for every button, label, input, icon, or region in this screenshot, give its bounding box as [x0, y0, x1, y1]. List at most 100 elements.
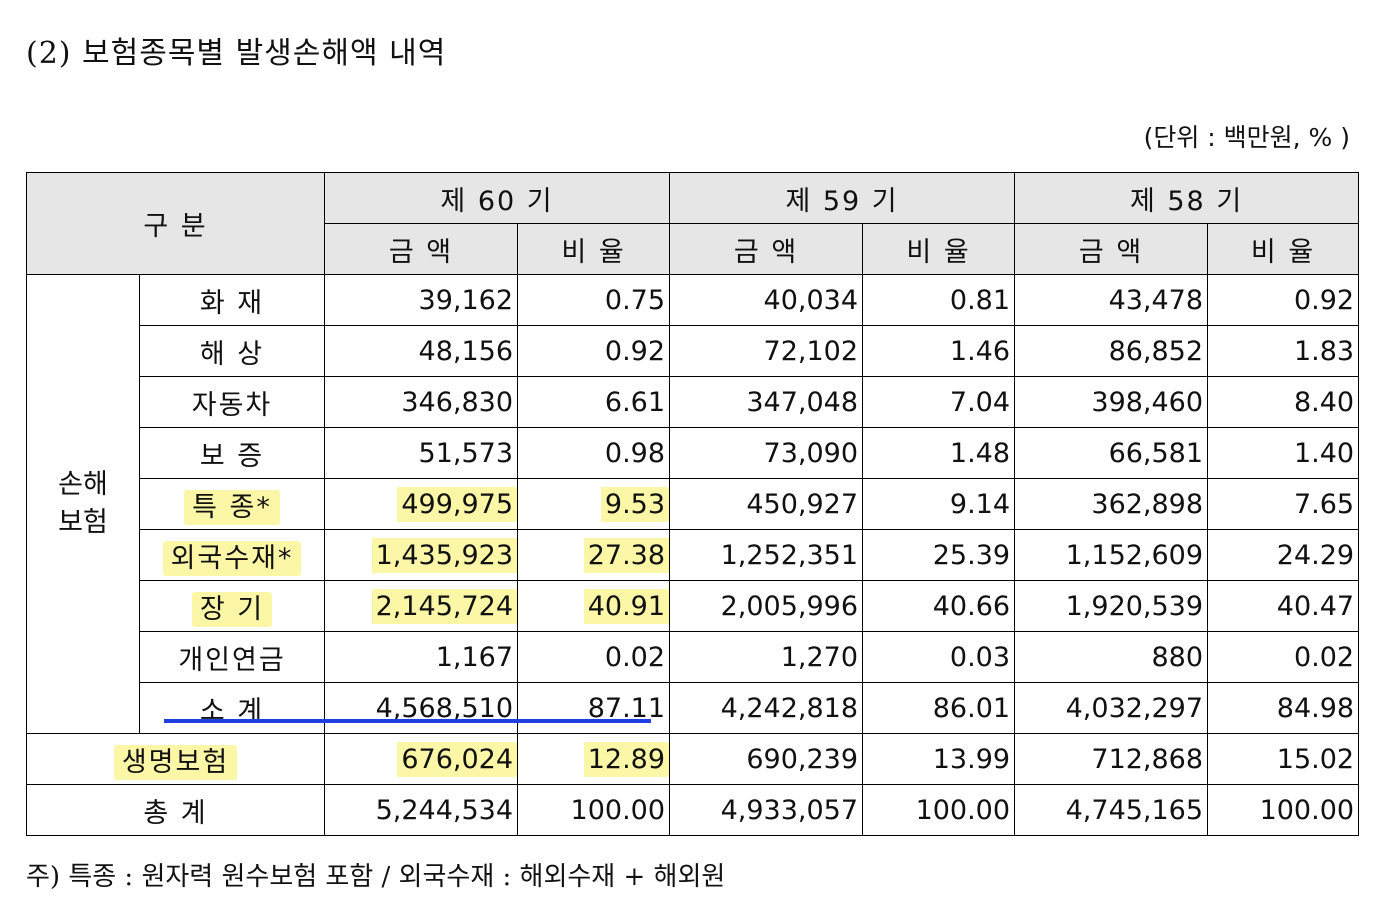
table-row: 소 계 4,568,510 87.11 4,242,818 86.01 4,032,297…	[27, 682, 1360, 734]
header-ratio: 비 율	[1207, 223, 1360, 275]
amount-cell: 5,244,534	[324, 784, 519, 836]
amount-cell: 1,270	[669, 631, 864, 683]
ratio-cell: 40.66	[862, 580, 1016, 632]
amount-cell: 712,868	[1014, 733, 1209, 785]
amount-cell: 1,252,351	[669, 529, 864, 581]
ratio-cell: 0.02	[1207, 631, 1360, 683]
ratio-cell: 0.92	[517, 325, 671, 377]
underline-mark	[164, 719, 651, 723]
ratio-cell-text: 12.89	[583, 741, 670, 777]
ratio-cell-text: 9.53	[600, 486, 670, 522]
ratio-cell: 1.83	[1207, 325, 1360, 377]
ratio-cell: 9.14	[862, 478, 1016, 530]
ratio-cell: 15.02	[1207, 733, 1360, 785]
total-row-label: 총 계	[25, 784, 326, 836]
amount-cell: 880	[1014, 631, 1209, 683]
amount-cell: 499,975	[324, 478, 519, 530]
ratio-cell: 0.75	[517, 274, 671, 326]
amount-cell: 4,032,297	[1014, 682, 1209, 734]
amount-cell: 346,830	[324, 376, 519, 428]
amount-cell: 48,156	[324, 325, 519, 377]
amount-cell: 450,927	[669, 478, 864, 530]
row-label-text: 외국수재*	[162, 540, 302, 576]
header-amount: 금 액	[669, 223, 864, 275]
header-period-58: 제 58 기	[1014, 172, 1360, 224]
loss-table: 구 분 제 60 기 제 59 기 제 58 기 금 액 비 율 금 액 비 율…	[25, 172, 1360, 836]
life-insurance-row: 생명보험 676,024 12.89 690,239 13.99 712,868 15.02	[25, 733, 1360, 785]
table-row: 장 기 2,145,724 40.91 2,005,996 40.66 1,920,539…	[27, 580, 1360, 632]
amount-cell: 72,102	[669, 325, 864, 377]
header-amount: 금 액	[324, 223, 519, 275]
table-row: 보 증 51,573 0.98 73,090 1.48 66,581 1.40	[27, 427, 1360, 479]
amount-cell-text: 676,024	[397, 741, 518, 777]
unit-label: (단위 : 백만원, % )	[1143, 123, 1350, 152]
row-label: 자동차	[138, 376, 326, 428]
ratio-cell: 100.00	[1207, 784, 1360, 836]
row-label: 외국수재*	[138, 529, 326, 581]
ratio-cell-text: 27.38	[583, 537, 670, 573]
table-row: 외국수재* 1,435,923 27.38 1,252,351 25.39 1,152,6…	[27, 529, 1360, 581]
row-label: 화 재	[138, 274, 326, 326]
ratio-cell: 7.65	[1207, 478, 1360, 530]
header-ratio: 비 율	[862, 223, 1016, 275]
ratio-cell: 40.47	[1207, 580, 1360, 632]
section-title: (2) 보험종목별 발생손해액 내역	[26, 36, 447, 71]
amount-cell: 4,933,057	[669, 784, 864, 836]
header-category: 구 분	[25, 172, 326, 275]
ratio-cell: 8.40	[1207, 376, 1360, 428]
amount-cell-text: 1,435,923	[371, 537, 518, 573]
ratio-cell: 27.38	[517, 529, 671, 581]
amount-cell: 398,460	[1014, 376, 1209, 428]
amount-cell: 1,920,539	[1014, 580, 1209, 632]
footnote: 주) 특종 : 원자력 원수보험 포함 / 외국수재 : 해외수재 + 해외원	[26, 862, 726, 892]
amount-cell: 2,005,996	[669, 580, 864, 632]
ratio-cell: 40.91	[517, 580, 671, 632]
amount-cell: 43,478	[1014, 274, 1209, 326]
amount-cell: 4,242,818	[669, 682, 864, 734]
amount-cell: 1,152,609	[1014, 529, 1209, 581]
amount-cell-text: 2,145,724	[371, 588, 518, 624]
ratio-cell: 0.98	[517, 427, 671, 479]
ratio-cell: 0.03	[862, 631, 1016, 683]
table-row: 해 상 48,156 0.92 72,102 1.46 86,852 1.83	[27, 325, 1360, 377]
ratio-cell: 0.81	[862, 274, 1016, 326]
ratio-cell: 9.53	[517, 478, 671, 530]
ratio-cell: 7.04	[862, 376, 1016, 428]
ratio-cell: 12.89	[517, 733, 671, 785]
amount-cell: 347,048	[669, 376, 864, 428]
amount-cell: 66,581	[1014, 427, 1209, 479]
row-label: 소 계	[138, 682, 326, 734]
ratio-cell: 84.98	[1207, 682, 1360, 734]
amount-cell: 362,898	[1014, 478, 1209, 530]
row-label: 해 상	[138, 325, 326, 377]
header-ratio: 비 율	[517, 223, 671, 275]
table-row: 손해 보험 화 재 39,162 0.75 40,034 0.81 43,478 0.92	[26, 274, 1360, 734]
ratio-cell: 1.46	[862, 325, 1016, 377]
table-row: 특 종* 499,975 9.53 450,927 9.14 362,898 7.65	[27, 478, 1360, 530]
ratio-cell: 1.48	[862, 427, 1016, 479]
row-label-text: 장 기	[191, 591, 273, 627]
amount-cell: 73,090	[669, 427, 864, 479]
ratio-cell: 6.61	[517, 376, 671, 428]
table-row: 개인연금 1,167 0.02 1,270 0.03 880 0.02	[27, 631, 1360, 683]
ratio-cell-text: 40.91	[583, 588, 670, 624]
amount-cell: 51,573	[324, 427, 519, 479]
amount-cell-text: 499,975	[397, 486, 518, 522]
amount-cell: 40,034	[669, 274, 864, 326]
ratio-cell: 0.02	[517, 631, 671, 683]
ratio-cell: 87.11	[517, 682, 671, 734]
amount-cell: 86,852	[1014, 325, 1209, 377]
ratio-cell: 13.99	[862, 733, 1016, 785]
ratio-cell: 1.40	[1207, 427, 1360, 479]
life-insurance-row-label: 생명보험	[25, 733, 326, 785]
ratio-cell: 100.00	[862, 784, 1016, 836]
header-period-59: 제 59 기	[669, 172, 1016, 224]
amount-cell: 1,435,923	[324, 529, 519, 581]
amount-cell: 2,145,724	[324, 580, 519, 632]
header-period-60: 제 60 기	[324, 172, 671, 224]
amount-cell: 676,024	[324, 733, 519, 785]
row-label: 장 기	[138, 580, 326, 632]
amount-cell: 39,162	[324, 274, 519, 326]
ratio-cell: 86.01	[862, 682, 1016, 734]
total-row: 총 계 5,244,534 100.00 4,933,057 100.00 4,745,1…	[25, 784, 1360, 836]
